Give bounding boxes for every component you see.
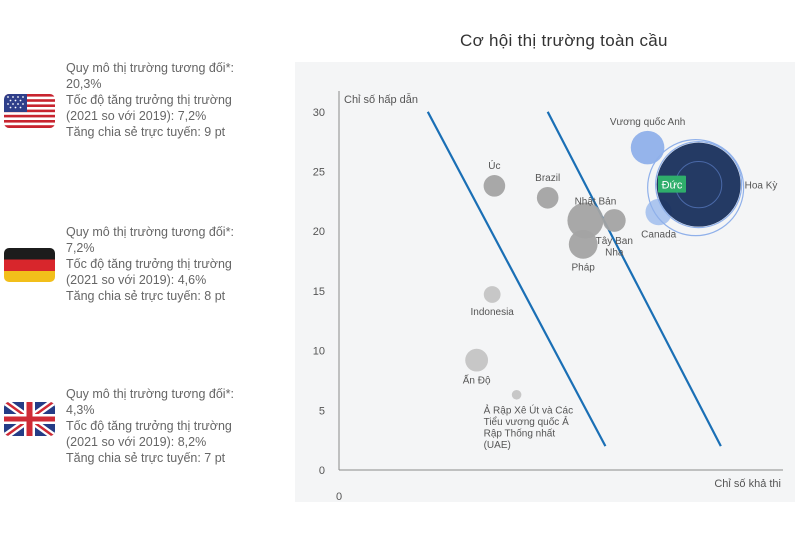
uk-flag-icon bbox=[3, 400, 56, 438]
uk-stats: Quy mô thị trường tương đối*: 4,3% Tốc đ… bbox=[66, 386, 281, 466]
data-label: Úc bbox=[488, 159, 500, 172]
data-label: Tây Ban bbox=[596, 236, 633, 247]
stat-line: Tốc độ tăng trưởng thị trường bbox=[66, 419, 232, 433]
y-tick-label: 25 bbox=[313, 167, 325, 179]
stat-line: 4,3% bbox=[66, 403, 95, 417]
x-axis-label: Chỉ số khả thi bbox=[714, 478, 781, 490]
y-tick-label: 0 bbox=[319, 465, 325, 477]
bubble-point bbox=[536, 186, 559, 209]
bubble-point bbox=[483, 286, 501, 303]
bubble-point bbox=[630, 130, 665, 165]
data-label: Vương quốc Anh bbox=[610, 116, 686, 128]
highlight-label: Đức bbox=[662, 180, 683, 192]
us-stats: Quy mô thị trường tương đối*: 20,3% Tốc … bbox=[66, 60, 281, 140]
data-label: Nha bbox=[605, 247, 624, 258]
data-label: Ả Rập Xê Út và Các bbox=[484, 404, 573, 417]
chart-area: Chỉ số hấp dẫn Chỉ số khả thi 0 5 10 15 20 25 30… bbox=[295, 62, 795, 502]
stat-line: 20,3% bbox=[66, 77, 102, 91]
bubble-point bbox=[465, 348, 489, 372]
stat-line: (2021 so với 2019): 7,2% bbox=[66, 109, 207, 123]
y-axis-label: Chỉ số hấp dẫn bbox=[344, 93, 418, 106]
data-label: (UAE) bbox=[484, 440, 511, 451]
data-label: Nhật Bản bbox=[575, 196, 617, 207]
y-tick-label: 20 bbox=[313, 226, 325, 238]
data-label: Tiểu vương quốc Ả bbox=[484, 415, 569, 428]
bubble-point bbox=[567, 202, 604, 239]
stat-line: Quy mô thị trường tương đối*: bbox=[66, 387, 234, 401]
x-tick-label: 0 bbox=[336, 491, 342, 502]
bubble-point bbox=[568, 229, 598, 259]
market-opportunity-chart: Chỉ số hấp dẫn Chỉ số khả thi 0 5 10 15 20 25 30… bbox=[313, 91, 783, 502]
highlight-badge bbox=[658, 175, 686, 193]
data-label: Canada bbox=[641, 229, 676, 240]
bubble-point bbox=[511, 389, 522, 400]
stat-line: Tốc độ tăng trưởng thị trường bbox=[66, 257, 232, 271]
y-tick-label: 15 bbox=[313, 286, 325, 298]
stat-line: Tăng chia sẻ trực tuyến: 8 pt bbox=[66, 289, 226, 303]
y-tick-label: 5 bbox=[319, 405, 325, 417]
stat-line: Tăng chia sẻ trực tuyến: 9 pt bbox=[66, 125, 226, 139]
data-label: Brazil bbox=[535, 173, 560, 184]
bubble-point bbox=[656, 142, 741, 227]
stat-line: (2021 so với 2019): 8,2% bbox=[66, 435, 207, 449]
y-tick-label: 30 bbox=[313, 107, 325, 119]
data-label: Rập Thống nhất bbox=[484, 428, 556, 440]
stat-line: Tăng chia sẻ trực tuyến: 7 pt bbox=[66, 451, 226, 465]
bubble-point bbox=[602, 209, 626, 232]
stat-line: (2021 so với 2019): 4,6% bbox=[66, 273, 207, 287]
chart-title: Cơ hội thị trường toàn cầu bbox=[460, 31, 668, 50]
opportunity-band-line bbox=[546, 111, 722, 447]
germany-stats: Quy mô thị trường tương đối*: 7,2% Tốc đ… bbox=[66, 224, 281, 304]
data-label: Indonesia bbox=[470, 307, 514, 318]
data-label: Hoa Kỳ bbox=[745, 181, 778, 192]
bubble-point bbox=[483, 175, 506, 197]
us-flag-icon bbox=[3, 92, 56, 130]
data-label: Pháp bbox=[572, 263, 596, 274]
stat-line: Quy mô thị trường tương đối*: bbox=[66, 225, 234, 239]
bubble-ring bbox=[655, 141, 743, 229]
stat-line: 7,2% bbox=[66, 241, 95, 255]
data-label: Ấn Độ bbox=[463, 374, 491, 387]
germany-flag-icon bbox=[3, 246, 56, 284]
stat-line: Tốc độ tăng trưởng thị trường bbox=[66, 93, 232, 107]
y-tick-label: 10 bbox=[313, 346, 325, 358]
opportunity-band-line bbox=[426, 111, 607, 447]
bubble-ring bbox=[647, 139, 745, 237]
stat-line: Quy mô thị trường tương đối*: bbox=[66, 61, 234, 75]
